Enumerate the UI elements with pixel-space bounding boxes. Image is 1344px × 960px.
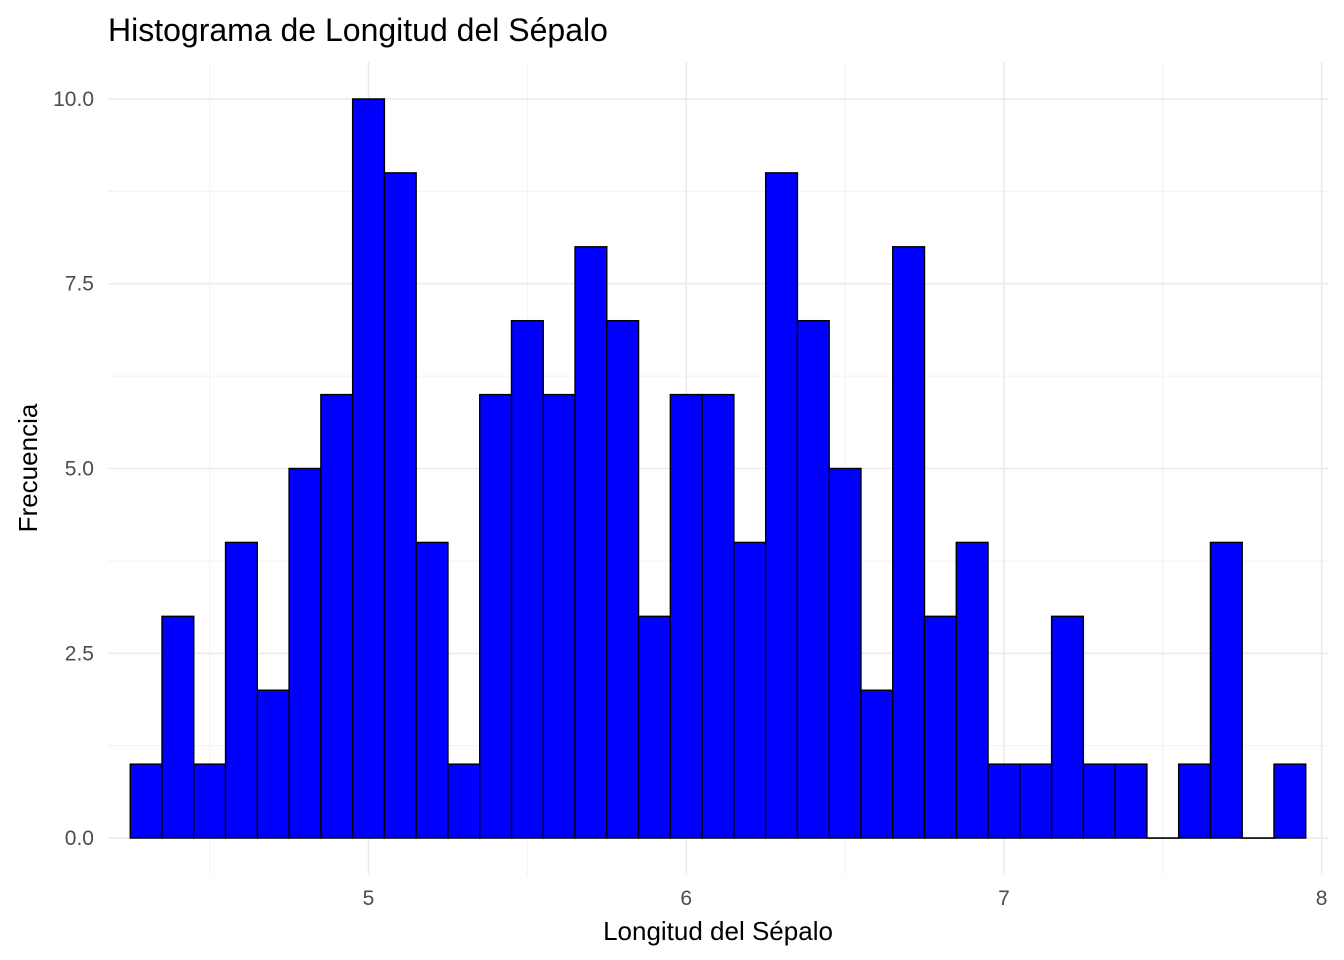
histogram-bar (669, 393, 703, 839)
x-tick-label: 6 (680, 887, 692, 910)
histogram-bar (923, 615, 957, 839)
histogram-bar (415, 541, 449, 839)
histogram-bar (1114, 763, 1148, 839)
histogram-bar (479, 393, 513, 839)
histogram-bar (574, 246, 608, 839)
histogram-bar (828, 467, 862, 839)
y-tick-label: 0.0 (65, 827, 94, 850)
x-axis-tick-labels: 5 6 7 8 (363, 887, 1328, 910)
histogram-bar (701, 393, 735, 839)
y-tick-label: 10.0 (53, 88, 94, 111)
y-tick-label: 5.0 (65, 458, 94, 481)
histogram-bar (637, 615, 672, 839)
histogram-bar (351, 98, 386, 839)
y-axis-title: Frecuencia (13, 403, 43, 532)
histogram-bar (161, 615, 195, 839)
histogram-bar (542, 393, 576, 839)
bars (129, 98, 1307, 839)
histogram-bar (1050, 615, 1085, 839)
histogram-bar (224, 541, 259, 839)
y-axis-tick-labels: 0.0 2.5 5.0 7.5 10.0 (53, 88, 94, 850)
histogram-bar (796, 319, 830, 839)
histogram-bar (987, 763, 1021, 839)
histogram-bar (1019, 763, 1053, 839)
histogram-bar (1209, 541, 1243, 839)
histogram-bar (129, 763, 163, 839)
histogram-bar (1082, 763, 1116, 839)
histogram-bar (256, 689, 290, 839)
y-tick-label: 2.5 (65, 642, 94, 665)
histogram-bar (892, 246, 926, 839)
histogram-bar (320, 393, 354, 839)
y-tick-label: 7.5 (65, 273, 94, 296)
histogram-bar (383, 172, 417, 839)
histogram-bar (1177, 763, 1212, 839)
histogram-bar (606, 319, 640, 839)
histogram-bar (510, 319, 544, 839)
x-tick-label: 5 (363, 887, 375, 910)
x-tick-label: 8 (1316, 887, 1328, 910)
x-tick-label: 7 (998, 887, 1010, 910)
x-axis-title: Longitud del Sépalo (603, 916, 833, 946)
histogram-bar (764, 172, 799, 839)
histogram-bar (288, 467, 322, 839)
histogram-bar (447, 763, 481, 839)
histogram-bar (955, 541, 989, 839)
histogram-bar (1273, 763, 1307, 839)
chart-title: Histograma de Longitud del Sépalo (108, 12, 608, 48)
histogram-bar (193, 763, 227, 839)
histogram-bar (860, 689, 894, 839)
histogram-bar (733, 541, 767, 839)
